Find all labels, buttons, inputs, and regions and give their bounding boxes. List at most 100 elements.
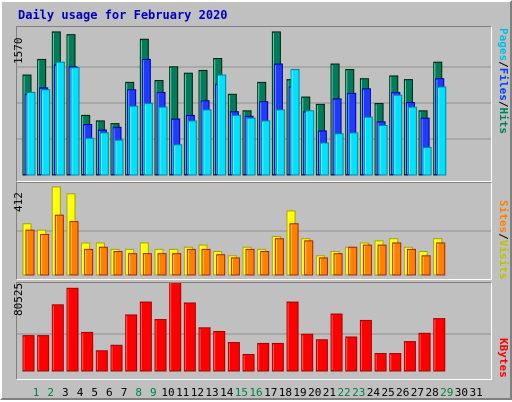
bar-kbytes-day-1 — [22, 335, 35, 372]
bar-kbytes-day-29 — [433, 318, 446, 372]
bar-kbytes-day-24 — [359, 319, 372, 372]
day-label-17: 17 — [264, 386, 277, 399]
bar-pages-day-7 — [114, 139, 124, 176]
bar-sites-day-16 — [245, 248, 255, 276]
bar-pages-day-2 — [41, 89, 51, 176]
bar-kbytes-day-10 — [154, 319, 167, 372]
day-label-8: 8 — [135, 386, 142, 399]
bar-kbytes-day-6 — [95, 350, 108, 372]
bar-sites-day-8 — [128, 253, 138, 276]
bar-pages-day-26 — [393, 94, 403, 176]
bar-kbytes-day-28 — [418, 332, 431, 372]
bar-kbytes-day-2 — [37, 335, 50, 372]
day-label-10: 10 — [161, 386, 174, 399]
bar-kbytes-day-4 — [66, 287, 79, 372]
bar-pages-day-21 — [319, 142, 329, 176]
bar-sites-day-23 — [348, 246, 358, 276]
panel-plot-1 — [17, 186, 491, 276]
bar-sites-day-15 — [230, 257, 240, 276]
bar-pages-day-10 — [158, 106, 168, 176]
sites-visits-panel — [16, 182, 492, 280]
bar-pages-day-13 — [202, 109, 212, 176]
bar-pages-day-19 — [290, 69, 300, 176]
day-label-16: 16 — [249, 386, 262, 399]
bar-sites-day-6 — [98, 246, 108, 276]
day-label-19: 19 — [293, 386, 306, 399]
day-label-14: 14 — [220, 386, 234, 399]
bar-pages-day-24 — [363, 116, 373, 176]
day-label-4: 4 — [77, 386, 84, 399]
bar-sites-day-11 — [172, 253, 182, 276]
day-label-1: 1 — [33, 386, 40, 399]
bar-pages-day-9 — [143, 102, 153, 176]
bar-sites-day-17 — [260, 251, 270, 276]
day-label-3: 3 — [62, 386, 69, 399]
bar-sites-day-5 — [84, 248, 94, 276]
day-label-2: 2 — [47, 386, 54, 399]
day-label-22: 22 — [337, 386, 350, 399]
bar-pages-day-11 — [173, 144, 183, 176]
bar-sites-day-27 — [406, 248, 416, 276]
bar-sites-day-4 — [69, 221, 79, 276]
bar-sites-day-19 — [289, 223, 299, 276]
bar-sites-day-1 — [25, 229, 35, 276]
bar-pages-day-25 — [378, 124, 388, 176]
bar-sites-day-13 — [201, 248, 211, 276]
day-label-6: 6 — [106, 386, 113, 399]
bar-pages-day-17 — [261, 120, 271, 176]
day-label-13: 13 — [205, 386, 218, 399]
day-label-15: 15 — [235, 386, 248, 399]
bar-kbytes-day-8 — [125, 314, 138, 372]
day-label-11: 11 — [176, 386, 189, 399]
bar-pages-day-12 — [187, 120, 197, 176]
bar-kbytes-day-15 — [227, 342, 240, 372]
bar-sites-day-9 — [142, 253, 152, 276]
bar-kbytes-day-16 — [242, 353, 255, 372]
bar-pages-day-29 — [437, 86, 447, 176]
bar-kbytes-day-7 — [110, 344, 123, 372]
bar-kbytes-day-19 — [286, 301, 299, 372]
day-label-29: 29 — [440, 386, 453, 399]
day-label-23: 23 — [352, 386, 365, 399]
bar-sites-day-14 — [216, 254, 226, 276]
bar-kbytes-day-11 — [169, 283, 182, 372]
bar-pages-day-23 — [349, 132, 359, 176]
day-label-18: 18 — [279, 386, 292, 399]
day-label-26: 26 — [396, 386, 409, 399]
day-label-25: 25 — [381, 386, 394, 399]
bar-sites-day-21 — [318, 257, 328, 276]
day-label-27: 27 — [411, 386, 424, 399]
day-label-5: 5 — [91, 386, 98, 399]
bar-pages-day-27 — [407, 106, 417, 176]
bar-sites-day-22 — [333, 253, 343, 276]
panel-plot-2 — [17, 283, 491, 372]
bar-pages-day-3 — [55, 61, 65, 176]
bar-kbytes-day-26 — [389, 353, 402, 372]
bar-sites-day-29 — [436, 242, 446, 276]
day-label-31: 31 — [469, 386, 482, 399]
bar-pages-day-28 — [422, 146, 432, 176]
day-label-24: 24 — [367, 386, 381, 399]
bar-kbytes-day-21 — [315, 339, 328, 372]
panel-plot-0 — [17, 31, 491, 176]
bar-kbytes-day-13 — [198, 327, 211, 372]
bar-pages-day-6 — [99, 132, 109, 176]
bar-sites-day-3 — [54, 214, 64, 276]
bar-sites-day-26 — [392, 242, 402, 276]
day-label-9: 9 — [150, 386, 157, 399]
bar-pages-day-18 — [275, 109, 285, 176]
bar-sites-day-10 — [157, 253, 167, 276]
bar-sites-day-20 — [304, 240, 314, 276]
bar-sites-day-18 — [274, 238, 284, 276]
bar-kbytes-day-9 — [139, 301, 152, 372]
bar-sites-day-2 — [40, 233, 50, 276]
day-label-28: 28 — [425, 386, 438, 399]
bar-pages-day-16 — [246, 117, 256, 176]
day-label-12: 12 — [191, 386, 204, 399]
chart-title: Daily usage for February 2020 — [18, 8, 228, 22]
bar-sites-day-25 — [377, 244, 387, 276]
bar-pages-day-1 — [26, 91, 36, 176]
day-label-21: 21 — [323, 386, 336, 399]
